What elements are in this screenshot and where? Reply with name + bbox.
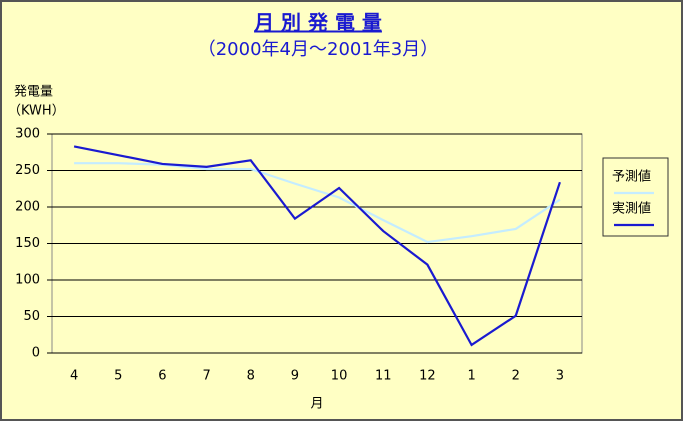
data-line <box>74 162 561 244</box>
y-tick-label: 150 <box>15 236 40 251</box>
chart-title: 月 別 発 電 量 <box>253 11 382 35</box>
x-tick-label: 5 <box>114 369 122 384</box>
x-tick-label: 10 <box>331 369 348 384</box>
x-tick-label: 3 <box>556 369 564 384</box>
legend-box <box>602 157 669 237</box>
x-axis-label: 月 <box>310 397 323 412</box>
x-tick-label: 8 <box>247 369 255 384</box>
x-tick-label: 6 <box>158 369 166 384</box>
y-tick-label: 250 <box>15 163 40 178</box>
y-tick-label: 200 <box>15 200 40 215</box>
y-tick-label: 100 <box>15 273 40 288</box>
x-tick-label: 9 <box>291 369 299 384</box>
x-tick-label: 4 <box>70 369 78 384</box>
legend-label: 予測値 <box>612 169 651 185</box>
data-line <box>73 145 561 347</box>
y-tick-label: 0 <box>32 346 40 361</box>
x-tick-label: 7 <box>202 369 210 384</box>
y-axis-label: 発電量 <box>14 85 53 100</box>
x-tick-label: 12 <box>419 369 436 384</box>
y-tick-label: 300 <box>15 127 40 142</box>
x-tick-label: 2 <box>512 369 520 384</box>
x-tick-label: 11 <box>375 369 392 384</box>
chart-subtitle: （2000年4月～2001年3月） <box>198 39 439 60</box>
legend-label: 実測値 <box>612 201 651 217</box>
x-tick-label: 1 <box>467 369 475 384</box>
y-axis-unit: （KWH） <box>8 104 65 119</box>
y-tick-label: 50 <box>23 309 40 324</box>
